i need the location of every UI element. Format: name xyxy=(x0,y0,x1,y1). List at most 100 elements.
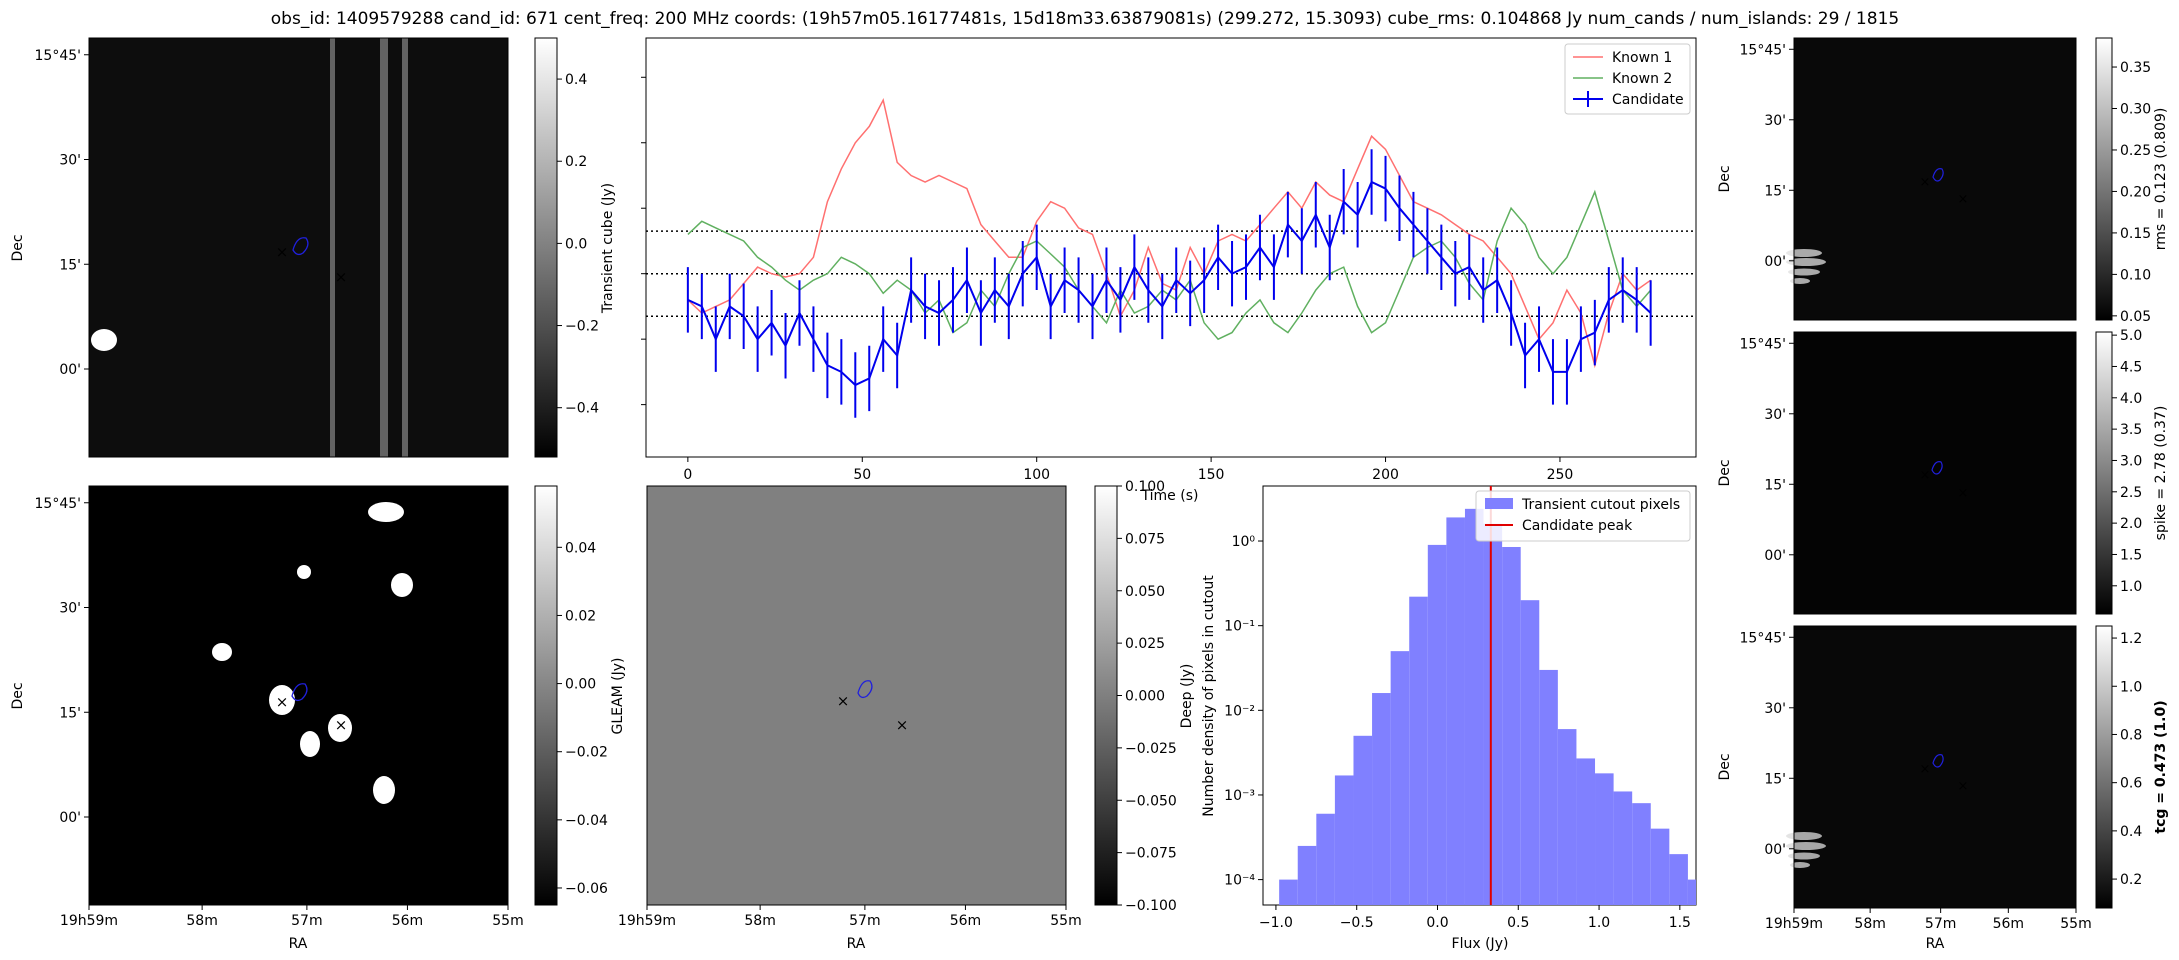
histogram-bar xyxy=(1390,651,1410,905)
colorbar-tick-label: 0.10 xyxy=(2120,267,2151,283)
ytick-label: 15°45' xyxy=(35,496,81,512)
lightcurve-legend: Known 1 Known 2 Candidate xyxy=(1564,43,1691,115)
colorbar-tick-label: 0.000 xyxy=(1125,689,1165,705)
xtick-label: 56m xyxy=(1993,916,2024,932)
tcg-image-xticks: 19h59m 58m 57m 56m 55m xyxy=(1765,908,2092,932)
ytick-label: 00' xyxy=(59,362,81,378)
xtick-label: 55m xyxy=(1050,913,1081,929)
ytick-label: 00' xyxy=(1764,548,1786,564)
gleam-image-xlabel: RA xyxy=(847,936,866,952)
legend-label-candidate: Candidate xyxy=(1612,92,1684,108)
ytick-label: 15°45' xyxy=(1740,336,1786,352)
ytick-label: 15°45' xyxy=(1740,42,1786,58)
xtick-label: 200 xyxy=(1372,467,1399,483)
xtick-label: 19h59m xyxy=(60,913,118,929)
ytick-label: 00' xyxy=(1764,254,1786,270)
xtick-label: 57m xyxy=(849,913,880,929)
ytick-label: 30' xyxy=(59,153,81,169)
colorbar-tick-label: 0.025 xyxy=(1125,636,1165,652)
transient-image-ylabel: Dec xyxy=(10,234,26,261)
xtick-label: 19h59m xyxy=(1765,916,1823,932)
colorbar-tick-label: 0.4 xyxy=(2120,824,2142,840)
candidate-marker: × xyxy=(1958,486,1969,501)
lightcurve-frame xyxy=(645,37,1697,458)
colorbar-tick-label: 1.5 xyxy=(2120,547,2142,563)
histogram-bar xyxy=(1446,517,1465,905)
candidate-contour xyxy=(857,680,873,699)
candidate-contour xyxy=(292,237,309,256)
deep-colorbar-ticks: 0.100 0.075 0.050 0.025 0.000 −0.025 −0.050 −0.… xyxy=(1117,479,1177,914)
xtick-label: 55m xyxy=(2060,916,2091,932)
candidate-marker: × xyxy=(335,716,348,734)
lightcurve-threshold-lines xyxy=(646,230,1696,317)
colorbar-tick-label: 0.00 xyxy=(565,677,596,693)
histogram-bar xyxy=(1334,775,1354,905)
xtick-label: 58m xyxy=(186,913,217,929)
legend-label-hist: Transient cutout pixels xyxy=(1521,497,1680,513)
histogram-bar xyxy=(1687,879,1696,905)
known-source-marker: × xyxy=(837,692,850,710)
transient-image-panel: × × 15°45' 30' 15' 00' Dec 0.4 0.2 0.0 −0.2 −0.… xyxy=(10,37,616,458)
candidate-marker: × xyxy=(335,268,348,286)
known-source-marker: × xyxy=(1920,762,1931,777)
colorbar-tick-label: −0.02 xyxy=(565,745,608,761)
colorbar-tick-label: 4.5 xyxy=(2120,359,2142,375)
transient-colorbar-label: Transient cube (Jy) xyxy=(600,183,616,314)
colorbar-tick-label: 0.2 xyxy=(2120,872,2142,888)
gleam-colorbar xyxy=(534,485,558,906)
tcg-image-texture xyxy=(1794,626,2076,908)
spike-image-yticks: 15°45' 30' 15' 00' xyxy=(1740,336,1794,564)
colorbar-tick-label: 0.050 xyxy=(1125,584,1165,600)
rms-image-frame xyxy=(1793,37,2077,321)
rms-colorbar-label: rms = 0.123 (0.809) xyxy=(2153,108,2169,251)
histogram-bar xyxy=(1669,854,1688,905)
spike-colorbar xyxy=(2095,331,2113,615)
histogram-bar xyxy=(1632,803,1651,905)
tcg-image-bright-edge xyxy=(1786,832,1826,868)
colorbar-tick-label: 0.15 xyxy=(2120,226,2151,242)
ytick-label: 30' xyxy=(59,601,81,617)
colorbar-tick-label: 0.0 xyxy=(565,236,587,252)
xtick-label: 1.5 xyxy=(1669,915,1691,931)
lightcurve-xlabel: Time (s) xyxy=(1141,488,1199,504)
colorbar-tick-label: 0.8 xyxy=(2120,727,2142,743)
deep-colorbar-label: Deep (Jy) xyxy=(1179,664,1195,729)
series-line-known-1 xyxy=(687,98,1652,369)
flux-histogram-panel: −1.0 −0.5 0.0 0.5 1.0 1.5 10⁰ 10⁻¹ 10⁻² 10⁻³ 10⁻⁴… xyxy=(1201,485,1697,952)
gleam-deep-image-texture xyxy=(89,486,508,905)
known-source-marker: × xyxy=(276,243,289,261)
ytick-label: 10⁰ xyxy=(1232,534,1256,550)
colorbar-tick-label: 3.0 xyxy=(2120,453,2142,469)
ytick-label: 30' xyxy=(1764,701,1786,717)
xtick-label: 56m xyxy=(392,913,423,929)
colorbar-tick-label: 0.02 xyxy=(565,608,596,624)
ytick-label: 10⁻³ xyxy=(1224,788,1255,804)
transient-image-bright-blob xyxy=(91,329,117,351)
xtick-label: −0.5 xyxy=(1340,915,1374,931)
histogram-yticks: 10⁰ 10⁻¹ 10⁻² 10⁻³ 10⁻⁴ xyxy=(1224,534,1263,889)
tcg-colorbar xyxy=(2095,625,2113,909)
colorbar-tick-label: 0.04 xyxy=(565,540,596,556)
xtick-label: 58m xyxy=(1854,916,1885,932)
colorbar-tick-label: 0.05 xyxy=(2120,309,2151,325)
ytick-label: 15°45' xyxy=(35,48,81,64)
histogram-xlabel: Flux (Jy) xyxy=(1452,936,1509,952)
histogram-xticks: −1.0 −0.5 0.0 0.5 1.0 1.5 xyxy=(1259,905,1691,931)
histogram-legend-box xyxy=(1475,490,1691,542)
transient-image-texture xyxy=(89,38,508,457)
histogram-bar xyxy=(1613,791,1633,905)
known-source-marker: × xyxy=(1920,175,1931,190)
histogram-ylabel: Number density of pixels in cutout xyxy=(1201,575,1217,817)
transient-image-frame xyxy=(88,37,509,458)
candidate-contour xyxy=(1932,168,1944,182)
legend-label-peak: Candidate peak xyxy=(1522,518,1633,534)
gleam-deep-image-frame xyxy=(88,485,509,906)
tcg-image-panel: × × 15°45' 30' 15' 00' 19h59m 58m 57m 56m 55m D… xyxy=(1717,625,2169,952)
xtick-label: 57m xyxy=(291,913,322,929)
histogram-bar xyxy=(1464,508,1484,905)
histogram-bar xyxy=(1353,735,1373,905)
histogram-bar xyxy=(1557,729,1577,905)
ytick-label: 00' xyxy=(59,810,81,826)
histogram-bars xyxy=(1279,508,1696,905)
